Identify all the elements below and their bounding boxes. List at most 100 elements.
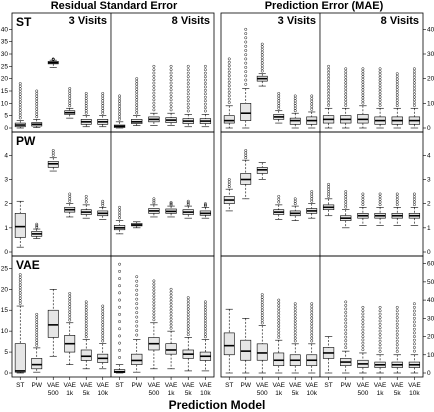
outlier xyxy=(203,332,207,336)
outlier xyxy=(169,91,173,95)
outlier xyxy=(378,73,382,76)
outlier xyxy=(293,99,297,103)
y-tick-label: 25 xyxy=(1,63,9,70)
outlier xyxy=(344,321,348,325)
box xyxy=(165,343,177,355)
outlier xyxy=(378,339,382,343)
x-tick-label: ST xyxy=(225,382,233,389)
outlier xyxy=(18,286,22,290)
outlier xyxy=(152,95,156,98)
outlier xyxy=(310,94,314,98)
outlier xyxy=(412,327,416,331)
outlier xyxy=(135,306,139,310)
outlier xyxy=(68,297,72,301)
x-tick-label: 1k xyxy=(168,390,176,397)
outlier xyxy=(101,309,105,313)
y-tick-label: 15 xyxy=(1,307,9,314)
outlier xyxy=(135,87,139,91)
outlier xyxy=(135,111,139,115)
outlier xyxy=(68,89,72,93)
outlier xyxy=(310,102,314,106)
outlier xyxy=(327,64,330,68)
outlier xyxy=(118,104,121,108)
outlier xyxy=(135,288,139,292)
outlier xyxy=(310,313,314,317)
outlier xyxy=(84,94,88,98)
outlier xyxy=(152,306,156,310)
outlier xyxy=(186,316,190,319)
outlier xyxy=(152,279,156,283)
outlier xyxy=(35,338,39,342)
outlier xyxy=(203,327,207,331)
outlier xyxy=(327,85,330,89)
outlier xyxy=(118,107,121,111)
outlier xyxy=(378,326,382,330)
outlier xyxy=(84,330,88,333)
x-tick-label: VAE xyxy=(182,382,195,389)
outlier xyxy=(361,77,365,81)
y-tick-label: 20 xyxy=(1,76,9,83)
outlier xyxy=(68,316,72,319)
outlier xyxy=(169,68,173,72)
outlier xyxy=(260,293,264,297)
outlier xyxy=(378,92,382,96)
y-tick-label: 30 xyxy=(1,51,9,58)
outlier xyxy=(293,101,297,105)
outlier xyxy=(186,102,190,106)
outlier xyxy=(310,336,314,340)
outlier xyxy=(135,315,139,319)
outlier xyxy=(378,101,382,105)
outlier xyxy=(84,311,88,315)
y-tick-label: 15 xyxy=(1,88,9,95)
outlier xyxy=(169,64,173,68)
outlier xyxy=(378,67,382,71)
outlier xyxy=(118,110,121,113)
outlier xyxy=(169,308,173,312)
outlier xyxy=(152,81,156,85)
outlier xyxy=(395,82,399,86)
outlier xyxy=(135,98,139,102)
x-tick-label: VAE xyxy=(80,382,93,389)
y-tick-label: 30 xyxy=(427,315,434,322)
x-tick-label: 10k xyxy=(200,390,211,397)
x-tick-label: ST xyxy=(115,382,123,389)
outlier xyxy=(244,49,248,52)
outlier xyxy=(361,322,365,326)
outlier xyxy=(118,334,121,338)
y-tick-label: 10 xyxy=(1,100,9,107)
y-tick-label: 3 xyxy=(4,177,8,184)
outlier xyxy=(277,318,281,322)
outlier xyxy=(118,99,121,103)
outlier xyxy=(293,302,297,306)
outlier xyxy=(203,303,207,306)
outlier xyxy=(412,87,416,90)
outlier xyxy=(18,82,22,86)
panel-frame xyxy=(11,255,215,378)
outlier xyxy=(169,317,173,321)
outlier xyxy=(412,192,416,196)
outlier xyxy=(118,298,121,302)
x-tick-label: VAE xyxy=(199,382,212,389)
outlier xyxy=(327,185,330,189)
x-tick-label: VAE xyxy=(272,382,285,389)
outlier xyxy=(344,300,348,304)
outlier xyxy=(395,101,399,105)
outlier xyxy=(68,192,72,196)
outlier xyxy=(203,82,207,85)
outlier xyxy=(186,95,190,99)
box xyxy=(14,213,26,238)
outlier xyxy=(378,346,382,350)
outlier xyxy=(18,87,22,91)
outlier xyxy=(118,208,121,212)
outlier xyxy=(152,98,156,102)
visit-label: 3 Visits xyxy=(278,15,316,27)
outlier xyxy=(344,307,348,311)
x-tick-label: 5k xyxy=(394,390,402,397)
outlier xyxy=(152,74,156,78)
outlier xyxy=(260,308,264,312)
outlier xyxy=(51,57,55,61)
outlier xyxy=(118,115,121,119)
outlier xyxy=(68,87,72,90)
x-tick-label: 1k xyxy=(377,390,385,397)
outlier xyxy=(18,108,22,112)
